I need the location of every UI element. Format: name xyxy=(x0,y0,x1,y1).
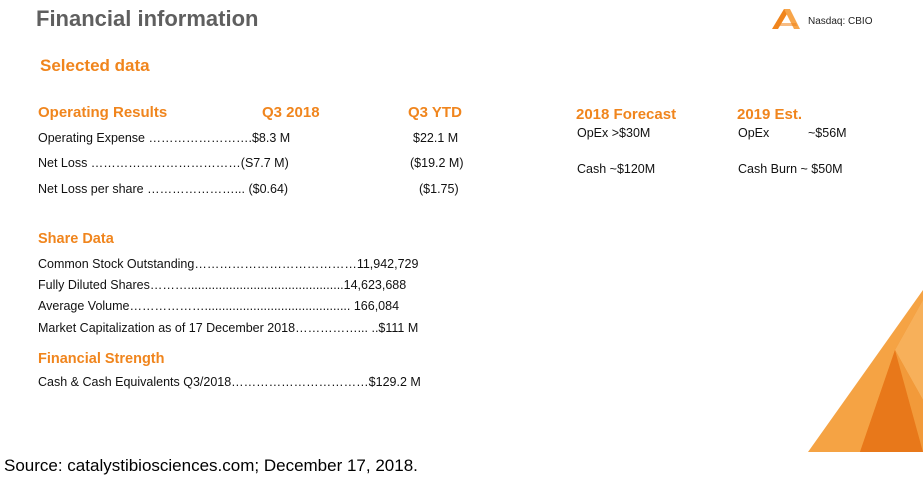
opex-2019-label: OpEx xyxy=(738,126,770,140)
source-footer: Source: catalystibiosciences.com; Decemb… xyxy=(4,456,418,475)
exchange-label: Nasdaq: CBIO xyxy=(808,15,873,27)
opex-2018-forecast: OpEx >$30M xyxy=(577,126,651,140)
operating-results-heading: Operating Results xyxy=(38,104,168,121)
forecast-2018-heading: 2018 Forecast xyxy=(576,106,677,123)
q3-2018-column-header: Q3 2018 xyxy=(262,104,320,121)
operating-expense-ytd: $22.1 M xyxy=(413,131,459,145)
net-loss-row: Net Loss ………………………………(S7.7 M) xyxy=(38,156,289,170)
market-cap-row: Market Capitalization as of 17 December … xyxy=(38,321,419,335)
average-volume-row: Average Volume………………....................… xyxy=(38,299,400,313)
net-loss-per-share-ytd: ($1.75) xyxy=(419,182,459,196)
brand: Nasdaq: CBIO xyxy=(770,8,872,30)
orange-triangle-decoration xyxy=(808,290,923,452)
financial-strength-heading: Financial Strength xyxy=(38,351,165,367)
opex-2019-value: ~$56M xyxy=(808,126,847,140)
slide: Financial information Nasdaq: CBIO Selec… xyxy=(36,6,923,452)
section-subtitle: Selected data xyxy=(40,56,150,75)
estimate-2019-heading: 2019 Est. xyxy=(737,106,803,123)
share-data-heading: Share Data xyxy=(38,231,114,247)
cash-2018-forecast: Cash ~$120M xyxy=(577,162,656,176)
common-stock-row: Common Stock Outstanding…………………………………11,… xyxy=(38,257,419,271)
operating-expense-row: Operating Expense …………………….$8.3 M xyxy=(38,131,291,145)
catalyst-logo-icon xyxy=(772,9,800,29)
net-loss-per-share-row: Net Loss per share …………………... ($0.64) xyxy=(38,182,289,196)
slide-title: Financial information xyxy=(36,6,259,31)
cash-equivalents-row: Cash & Cash Equivalents Q3/2018………………………… xyxy=(38,375,421,389)
fully-diluted-row: Fully Diluted Shares……….................… xyxy=(38,278,407,292)
q3-ytd-column-header: Q3 YTD xyxy=(408,104,462,121)
cash-burn-2019: Cash Burn ~ $50M xyxy=(738,162,843,176)
net-loss-ytd: ($19.2 M) xyxy=(410,156,464,170)
